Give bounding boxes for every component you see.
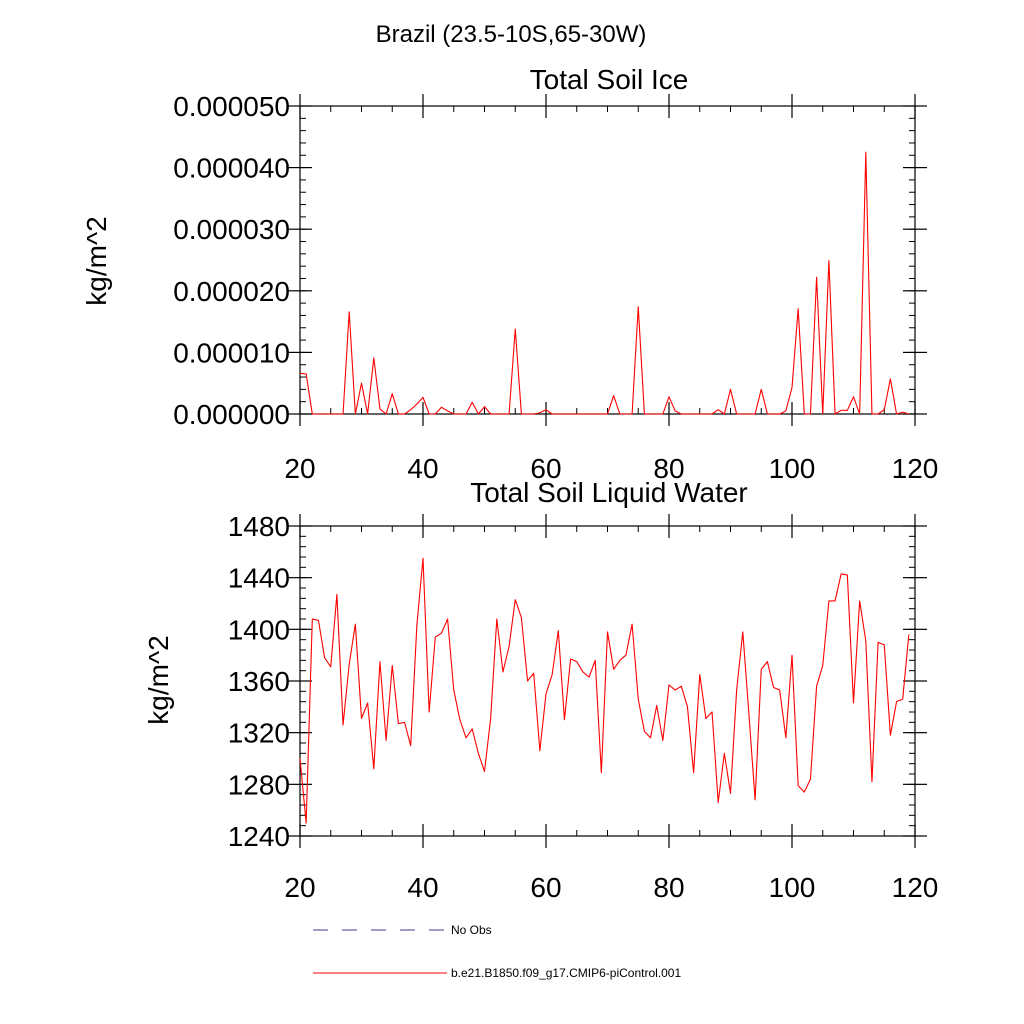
panel-total-soil-liquid-water: Total Soil Liquid Water kg/m^2 20 40 60 80 1… <box>143 477 938 903</box>
x-tick-label: 20 <box>284 872 315 903</box>
chart-title: Total Soil Liquid Water <box>470 477 748 508</box>
y-tick-label: 0.000040 <box>173 153 290 184</box>
plot-frame <box>299 525 916 837</box>
x-tick-label: 20 <box>284 453 315 484</box>
y-tick-label: 1280 <box>228 769 290 800</box>
y-tick-label: 0.000030 <box>173 214 290 245</box>
panel-total-soil-ice: Total Soil Ice kg/m^2 20 40 60 80 100 120 0.0… <box>81 64 938 484</box>
major-ticks <box>288 94 927 426</box>
x-tick-label: 100 <box>769 872 816 903</box>
y-tick-label: 0.000020 <box>173 276 290 307</box>
page-title: Brazil (23.5-10S,65-30W) <box>376 21 647 48</box>
x-tick-label: 60 <box>530 453 561 484</box>
y-tick-label: 0.000000 <box>173 399 290 430</box>
x-tick-label: 120 <box>892 453 939 484</box>
y-tick-label: 1360 <box>228 666 290 697</box>
legend-label-no-obs: No Obs <box>451 923 492 937</box>
chart-title: Total Soil Ice <box>530 64 689 95</box>
y-tick-labels: 1240 1280 1320 1360 1400 1440 1480 <box>228 511 290 852</box>
series-line-model <box>299 557 910 824</box>
plot-frame <box>299 105 916 415</box>
x-tick-label: 40 <box>407 872 438 903</box>
y-tick-label: 1320 <box>228 718 290 749</box>
minor-ticks <box>299 525 916 837</box>
y-tick-label: 1400 <box>228 614 290 645</box>
y-tick-label: 0.000050 <box>173 91 290 122</box>
x-tick-label: 60 <box>530 872 561 903</box>
y-tick-label: 1240 <box>228 821 290 852</box>
series-line-model <box>299 151 910 415</box>
x-tick-label: 120 <box>892 872 939 903</box>
x-tick-label: 100 <box>769 453 816 484</box>
y-axis-label: kg/m^2 <box>143 635 174 724</box>
x-tick-label: 80 <box>653 453 684 484</box>
minor-ticks <box>299 105 916 415</box>
y-tick-labels: 0.000000 0.000010 0.000020 0.000030 0.000040… <box>173 91 290 430</box>
x-tick-labels: 20 40 60 80 100 120 <box>284 453 938 484</box>
x-tick-label: 40 <box>407 453 438 484</box>
y-tick-label: 1480 <box>228 511 290 542</box>
series-group <box>299 151 910 415</box>
legend-label-model: b.e21.B1850.f09_g17.CMIP6-piControl.001 <box>451 966 681 980</box>
major-ticks <box>288 514 927 848</box>
x-tick-labels: 20 40 60 80 100 120 <box>284 872 938 903</box>
y-tick-label: 1440 <box>228 563 290 594</box>
y-axis-label: kg/m^2 <box>81 216 112 305</box>
y-tick-label: 0.000010 <box>173 337 290 368</box>
legend: No Obs b.e21.B1850.f09_g17.CMIP6-piContr… <box>313 923 681 980</box>
x-tick-label: 80 <box>653 872 684 903</box>
series-group <box>299 557 910 824</box>
